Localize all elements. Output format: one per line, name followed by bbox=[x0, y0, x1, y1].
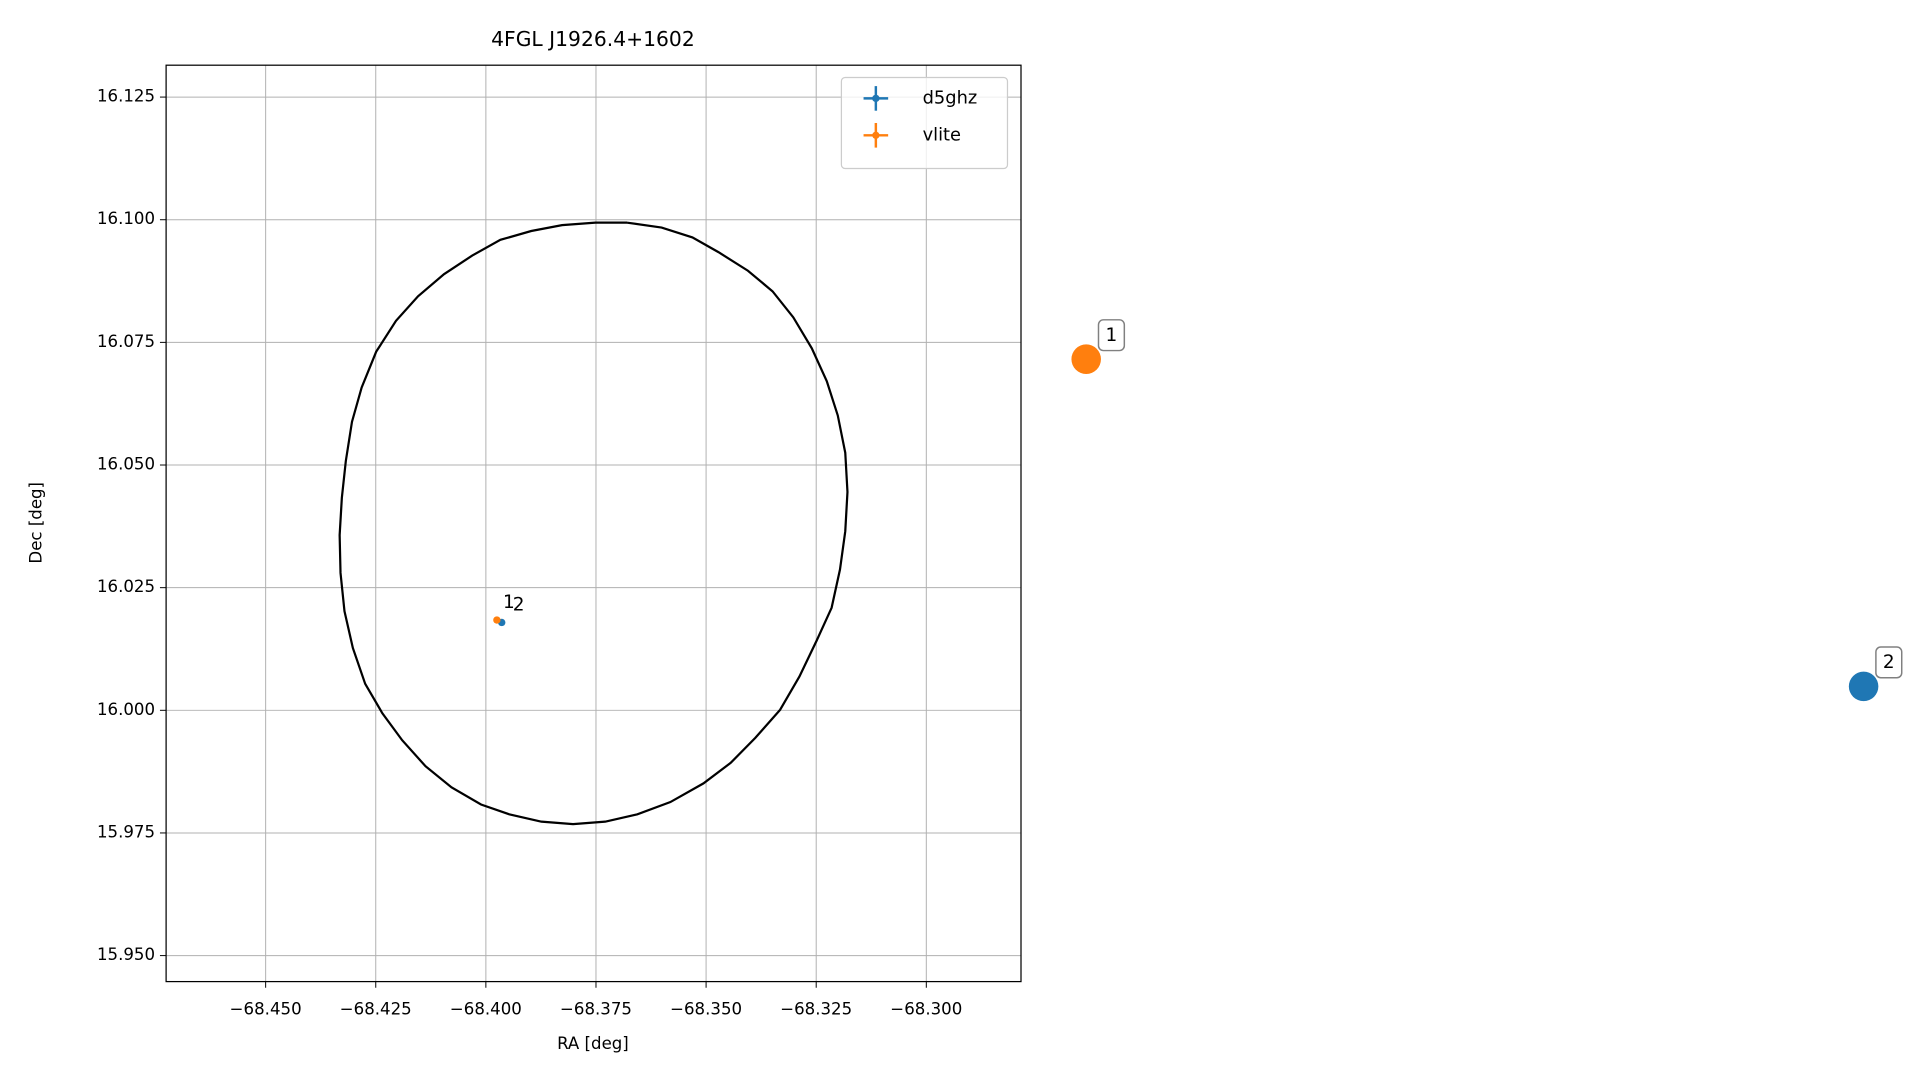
callout-label: 2 bbox=[1883, 652, 1895, 673]
legend-label: vlite bbox=[923, 124, 961, 145]
callout-box bbox=[1875, 646, 1903, 679]
callout-marker bbox=[1071, 344, 1101, 374]
y-tick-label: 16.075 bbox=[97, 332, 155, 351]
y-tick-label: 15.950 bbox=[97, 945, 155, 964]
legend-marker bbox=[872, 94, 880, 103]
ellipse bbox=[338, 221, 849, 826]
y-tick-label: 16.025 bbox=[97, 577, 155, 596]
y-tick-label: 16.125 bbox=[97, 87, 155, 106]
x-tick-label: −68.450 bbox=[230, 999, 302, 1018]
x-tick-label: −68.300 bbox=[890, 999, 962, 1018]
x-axis-label: RA [deg] bbox=[557, 1034, 629, 1053]
point-label: 1 bbox=[503, 592, 515, 613]
plot-frame bbox=[165, 64, 1022, 983]
data-point bbox=[493, 616, 501, 624]
y-tick-label: 16.000 bbox=[97, 700, 155, 719]
legend-label: d5ghz bbox=[923, 87, 978, 108]
point-label: 2 bbox=[513, 594, 525, 615]
y-tick-label: 15.975 bbox=[97, 822, 155, 841]
callout-box bbox=[1097, 319, 1126, 352]
y-axis-label: Dec [deg] bbox=[26, 482, 45, 564]
legend-marker bbox=[872, 131, 880, 139]
callout-label: 1 bbox=[1106, 325, 1118, 346]
callout-marker bbox=[1848, 671, 1879, 702]
x-tick-label: −68.350 bbox=[670, 999, 742, 1018]
x-tick-label: −68.425 bbox=[340, 999, 412, 1018]
x-tick-label: −68.400 bbox=[450, 999, 522, 1018]
legend-box bbox=[840, 76, 1009, 170]
y-tick-label: 16.050 bbox=[97, 455, 155, 474]
y-tick-label: 16.100 bbox=[97, 209, 155, 228]
x-tick-label: −68.375 bbox=[560, 999, 632, 1018]
chart-title: 4FGL J1926.4+1602 bbox=[491, 27, 695, 51]
x-tick-label: −68.325 bbox=[780, 999, 852, 1018]
